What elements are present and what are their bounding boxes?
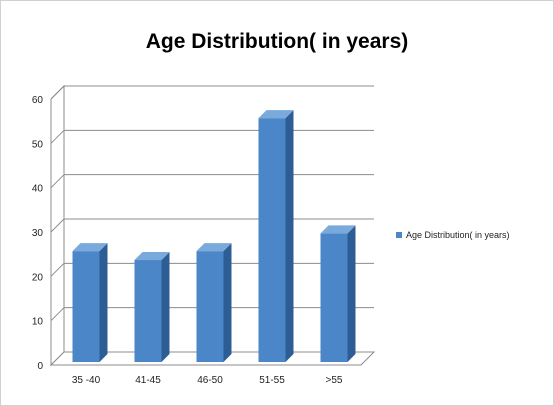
x-tick-label: 41-45	[135, 375, 161, 386]
bar-top	[258, 110, 294, 119]
gridline-depth	[50, 85, 65, 100]
bar-side	[347, 225, 356, 362]
bar	[320, 233, 348, 362]
bar-side	[285, 110, 294, 363]
gridline-depth	[50, 307, 65, 322]
legend: Age Distribution( in years)	[396, 230, 510, 240]
gridline-depth	[50, 218, 65, 233]
x-tick-label: 51-55	[259, 375, 285, 386]
x-tick-label: >55	[326, 375, 343, 386]
y-tick-label: 60	[32, 95, 44, 106]
y-tick-label: 30	[32, 228, 44, 239]
chart-title: Age Distribution( in years)	[145, 30, 409, 53]
x-tick-label: 35 -40	[72, 375, 101, 386]
y-tick-label: 20	[32, 272, 44, 283]
y-tick-label: 10	[32, 317, 44, 328]
y-tick-label: 40	[32, 184, 44, 195]
bar	[72, 251, 100, 362]
bar-top	[134, 252, 170, 261]
bar-top	[196, 243, 232, 252]
legend-swatch	[396, 232, 402, 238]
bar-side	[161, 252, 170, 362]
bar-side	[223, 243, 232, 362]
gridline-depth	[50, 174, 65, 189]
x-tick-label: 46-50	[197, 375, 223, 386]
gridline-depth	[50, 262, 65, 277]
bar-top	[72, 243, 108, 252]
bar	[134, 260, 162, 362]
legend-label: Age Distribution( in years)	[406, 230, 510, 240]
bar-top	[320, 225, 356, 234]
gridline-depth	[50, 129, 65, 144]
bar	[196, 251, 224, 362]
y-tick-label: 0	[37, 361, 43, 372]
bar-side	[99, 243, 108, 362]
y-tick-label: 50	[32, 139, 44, 150]
bar	[258, 118, 286, 363]
